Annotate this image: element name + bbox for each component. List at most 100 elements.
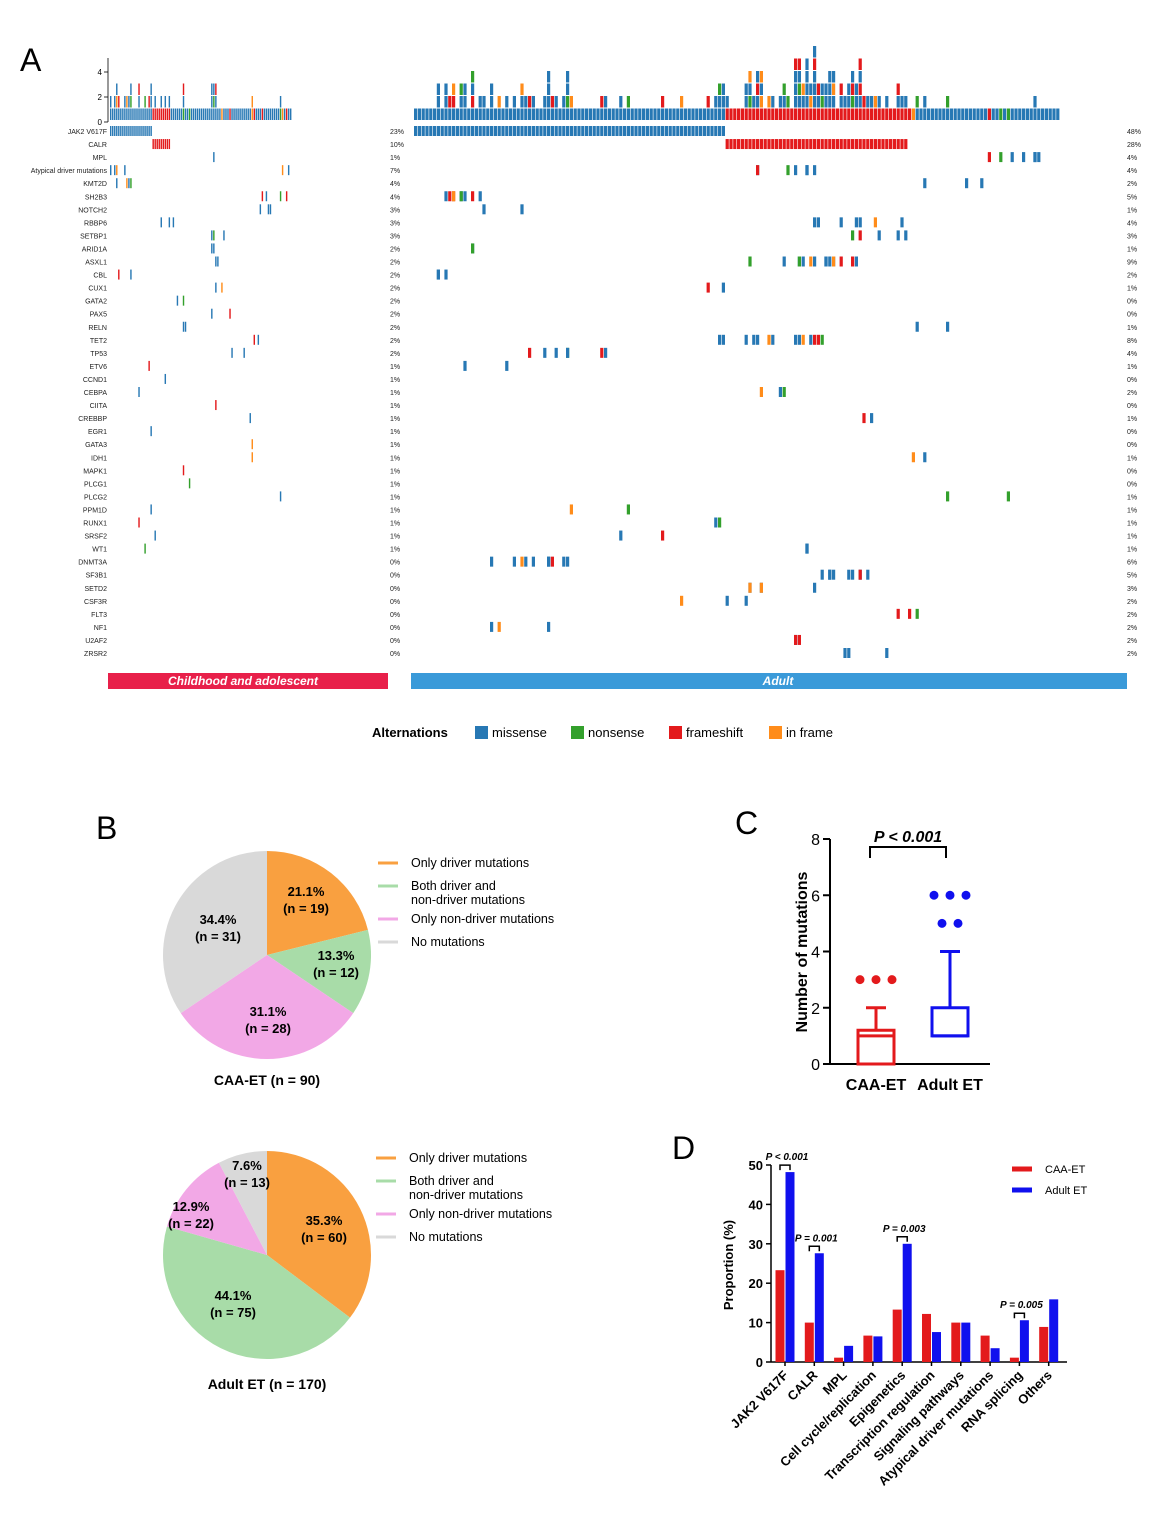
mutation-count-segment (471, 83, 475, 95)
mutation-cell (805, 543, 809, 554)
mutation-cell (733, 139, 737, 150)
mutation-cell (188, 478, 191, 489)
mutation-count-segment (820, 83, 824, 95)
mutation-cell (1037, 152, 1041, 163)
mutation-cell (786, 165, 790, 176)
mutation-count-segment (459, 83, 463, 95)
bar-caa-et-rna-splicing (1009, 1357, 1019, 1362)
mutation-cell (490, 556, 494, 567)
mutation-count-segment (915, 96, 919, 108)
mutation-count-segment (1006, 108, 1010, 120)
mutation-count-segment (794, 96, 798, 108)
mutation-cell (759, 582, 763, 593)
mutation-cell (184, 321, 187, 332)
mutation-count-segment (797, 58, 801, 70)
top-axis-tick-label: 0 (98, 118, 103, 127)
gene-label-sh2b3: SH2B3 (85, 194, 107, 201)
mutation-cell (520, 126, 524, 136)
mutation-cell (714, 126, 718, 136)
mutation-cell (748, 582, 752, 593)
adult-frequency-tp53: 4% (1127, 351, 1137, 358)
mutation-cell (116, 165, 118, 176)
mutation-cell (482, 204, 486, 215)
legend-swatch-nonsense (571, 726, 584, 739)
mutation-count-segment (801, 96, 805, 108)
bar-adult-et-signaling-pathways (961, 1322, 971, 1362)
caa-frequency-zrsr2: 0% (390, 651, 400, 658)
gene-label-atypical-driver-mutations: Atypical driver mutations (31, 168, 108, 175)
mutation-count-segment (182, 96, 185, 108)
mutation-count-segment (782, 96, 786, 108)
mutation-cell (771, 334, 775, 345)
mutation-cell (267, 204, 270, 215)
mutation-count-segment (680, 96, 684, 108)
mutation-cell (858, 217, 862, 228)
mutation-count-segment (1018, 108, 1022, 120)
top-axis-tick-label: 2 (98, 93, 103, 102)
mutation-count-segment (444, 96, 448, 108)
mutation-cell (702, 126, 706, 136)
mutation-cell (509, 126, 513, 136)
mutation-cell (116, 178, 118, 189)
mutation-count-segment (448, 108, 452, 120)
mutation-cell (211, 243, 213, 254)
mutation-cell (946, 321, 950, 332)
significance-label: P = 0.005 (1000, 1300, 1043, 1311)
adult-frequency-u2af2: 2% (1127, 638, 1137, 645)
mutation-count-segment (471, 96, 475, 108)
mutation-count-segment (759, 71, 763, 83)
mutation-cell (816, 217, 820, 228)
mutation-count-segment (714, 96, 718, 108)
mutation-count-segment (991, 108, 995, 120)
mutation-count-segment (1052, 108, 1056, 120)
adult-frequency-reln: 1% (1127, 325, 1137, 332)
x-tick-label: Atypical driver mutations (875, 1368, 996, 1489)
group-label-caa: Childhood and adolescent (168, 674, 319, 688)
mutation-cell (782, 139, 786, 150)
mutation-count-segment (130, 108, 132, 120)
mutation-count-segment (168, 108, 171, 120)
bar-adult-et-atypical-driver-mutations (990, 1348, 1000, 1362)
mutation-cell (448, 126, 452, 136)
mutation-cell (695, 126, 699, 136)
caa-cells (110, 126, 290, 554)
mutation-count-segment (756, 83, 760, 95)
mutation-count-segment (459, 108, 463, 120)
mutation-count-segment (152, 108, 154, 120)
mutation-count-segment (813, 58, 817, 70)
y-tick-label: 0 (811, 1057, 820, 1074)
mutation-cell (146, 126, 148, 136)
mutation-count-segment (824, 96, 828, 108)
caa-frequency-nf1: 0% (390, 625, 400, 632)
mutation-cell (573, 126, 577, 136)
mutation-count-segment (150, 108, 152, 120)
mutation-count-segment (756, 108, 760, 120)
mutation-cell (687, 126, 691, 136)
gene-label-dnmt3a: DNMT3A (78, 560, 107, 567)
mutation-cell (531, 126, 535, 136)
mutation-cell (752, 139, 756, 150)
mutation-cell (550, 556, 554, 567)
mutation-count-segment (237, 108, 239, 120)
mutation-count-segment (150, 83, 152, 95)
mutation-count-segment (946, 96, 950, 108)
mutation-cell (140, 126, 142, 136)
mutation-cell (257, 334, 260, 345)
mutation-count-segment (182, 108, 185, 120)
pie-slice-count: (n = 19) (283, 901, 329, 916)
mutation-cell (215, 400, 217, 411)
mutation-cell (843, 139, 847, 150)
mutation-cell (162, 139, 164, 150)
mutation-count-segment (207, 108, 209, 120)
mutation-count-segment (539, 108, 543, 120)
mutation-count-segment (547, 108, 551, 120)
y-tick-label: 40 (749, 1197, 763, 1212)
mutation-cell (744, 334, 748, 345)
mutation-count-segment (809, 108, 813, 120)
mutation-count-segment (201, 108, 203, 120)
mutation-count-segment (562, 108, 566, 120)
pie-legend-label: No mutations (411, 935, 485, 949)
panel-label-a: A (20, 42, 42, 78)
bar-caa-et-signaling-pathways (951, 1322, 961, 1362)
mutation-cell (128, 126, 130, 136)
